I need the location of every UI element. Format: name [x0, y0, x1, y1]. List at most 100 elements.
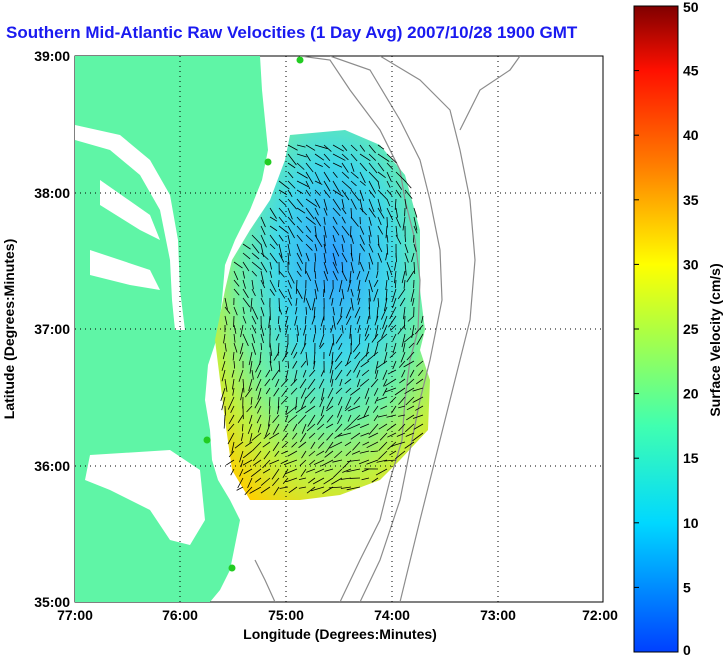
- velocity-arrow: [252, 441, 262, 452]
- velocity-arrow: [350, 198, 357, 210]
- velocity-arrow: [251, 252, 260, 260]
- velocity-arrow: [341, 261, 344, 274]
- velocity-arrow: [349, 324, 352, 339]
- velocity-arrow: [313, 306, 316, 319]
- velocity-arrow: [332, 225, 340, 236]
- velocity-arrow: [278, 225, 289, 234]
- velocity-arrow: [392, 360, 397, 370]
- velocity-arrow: [346, 468, 361, 473]
- velocity-arrow: [227, 423, 235, 432]
- velocity-arrow: [340, 477, 352, 480]
- colorbar-tick-label: 10: [683, 515, 699, 531]
- velocity-arrow: [296, 180, 309, 187]
- velocity-arrow: [359, 189, 365, 201]
- velocity-arrow: [296, 144, 306, 148]
- velocity-arrow: [413, 216, 418, 231]
- velocity-arrow: [421, 315, 424, 324]
- velocity-arrow: [324, 450, 334, 458]
- velocity-arrow: [332, 162, 343, 168]
- velocity-arrow: [347, 423, 361, 430]
- velocity-arrow: [239, 450, 244, 463]
- velocity-arrow: [302, 369, 307, 378]
- velocity-arrow: [397, 324, 406, 335]
- velocity-arrow: [281, 450, 289, 455]
- velocity-arrow: [337, 432, 352, 437]
- velocity-arrow: [359, 234, 365, 245]
- y-tick: 38:00: [34, 185, 70, 201]
- velocity-arrow: [364, 324, 370, 337]
- velocity-arrow: [404, 180, 412, 189]
- velocity-arrow: [269, 351, 272, 364]
- velocity-arrow: [377, 207, 385, 219]
- velocity-arrow: [364, 270, 370, 283]
- velocity-arrow: [358, 459, 370, 465]
- velocity-arrow: [252, 450, 262, 462]
- velocity-arrow: [341, 162, 349, 173]
- velocity-arrow: [269, 243, 276, 250]
- velocity-arrow: [287, 270, 295, 284]
- velocity-vectors: [220, 144, 424, 496]
- velocity-arrow: [242, 306, 245, 314]
- velocity-arrow: [341, 171, 350, 179]
- velocity-arrow: [338, 279, 343, 293]
- velocity-arrow: [343, 423, 352, 431]
- velocity-arrow: [368, 198, 375, 213]
- colorbar-tick-label: 45: [683, 63, 699, 79]
- velocity-arrow: [314, 225, 317, 238]
- velocity-arrow: [278, 288, 286, 299]
- velocity-arrow: [395, 171, 407, 183]
- velocity-arrow: [404, 198, 407, 209]
- velocity-arrow: [374, 324, 379, 339]
- velocity-arrow: [323, 180, 331, 192]
- velocity-arrow: [366, 459, 379, 465]
- velocity-arrow: [408, 342, 415, 349]
- velocity-arrow: [316, 450, 325, 456]
- velocity-arrow: [332, 207, 341, 217]
- velocity-arrow: [406, 351, 415, 361]
- velocity-arrow: [406, 378, 415, 386]
- velocity-arrow: [337, 396, 343, 406]
- velocity-arrow: [366, 441, 379, 449]
- velocity-arrow: [278, 216, 285, 225]
- velocity-arrow: [314, 144, 328, 150]
- velocity-arrow: [368, 279, 373, 293]
- velocity-arrow: [240, 459, 244, 468]
- velocity-arrow: [385, 387, 397, 393]
- velocity-arrow: [350, 333, 352, 346]
- velocity-arrow: [233, 324, 237, 334]
- colorbar-tick-label: 35: [683, 192, 699, 208]
- velocity-arrow: [310, 441, 316, 450]
- y-tick-labels: 39:00 38:00 37:00 36:00 35:00: [34, 48, 70, 610]
- velocity-arrow: [286, 405, 298, 415]
- x-tick-labels: 77:00 76:00 75:00 74:00 73:00 72:00: [57, 607, 618, 623]
- velocity-arrow: [341, 225, 350, 236]
- velocity-arrow: [239, 468, 244, 477]
- velocity-arrow: [260, 342, 263, 351]
- velocity-arrow: [323, 243, 327, 254]
- velocity-arrow: [305, 405, 316, 414]
- velocity-arrow: [350, 414, 361, 425]
- velocity-arrow: [381, 306, 388, 320]
- velocity-arrow: [350, 216, 359, 227]
- velocity-arrow: [386, 270, 390, 281]
- velocity-arrow: [376, 270, 379, 279]
- velocity-arrow: [311, 297, 316, 311]
- velocity-arrow: [305, 189, 311, 197]
- velocity-arrow: [305, 234, 314, 242]
- velocity-arrow: [341, 252, 348, 263]
- velocity-arrow: [296, 189, 304, 195]
- velocity-arrow: [242, 459, 253, 466]
- velocity-arrow: [406, 270, 415, 283]
- velocity-arrow: [377, 189, 388, 200]
- velocity-arrow: [275, 378, 280, 387]
- velocity-arrow: [313, 360, 316, 370]
- velocity-arrow: [386, 189, 393, 196]
- velocity-arrow: [368, 216, 372, 226]
- velocity-arrow: [242, 261, 250, 272]
- velocity-arrow: [301, 423, 307, 434]
- velocity-arrow: [404, 441, 415, 449]
- velocity-arrow: [265, 423, 271, 437]
- velocity-arrow: [285, 306, 289, 315]
- velocity-arrow: [377, 144, 385, 150]
- velocity-arrow: [352, 342, 361, 353]
